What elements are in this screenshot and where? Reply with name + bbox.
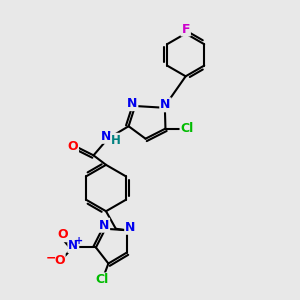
Text: N: N	[160, 98, 171, 111]
Text: Cl: Cl	[96, 273, 109, 286]
Text: O: O	[54, 254, 65, 267]
Text: +: +	[75, 236, 83, 246]
Text: N: N	[99, 219, 109, 232]
Text: F: F	[182, 22, 190, 35]
Text: O: O	[57, 228, 68, 241]
Text: N: N	[125, 221, 136, 234]
Text: −: −	[46, 252, 56, 265]
Text: H: H	[111, 134, 121, 147]
Text: Cl: Cl	[181, 122, 194, 135]
Text: N: N	[68, 239, 78, 252]
Text: N: N	[101, 130, 112, 143]
Text: N: N	[127, 97, 137, 110]
Text: O: O	[68, 140, 78, 153]
